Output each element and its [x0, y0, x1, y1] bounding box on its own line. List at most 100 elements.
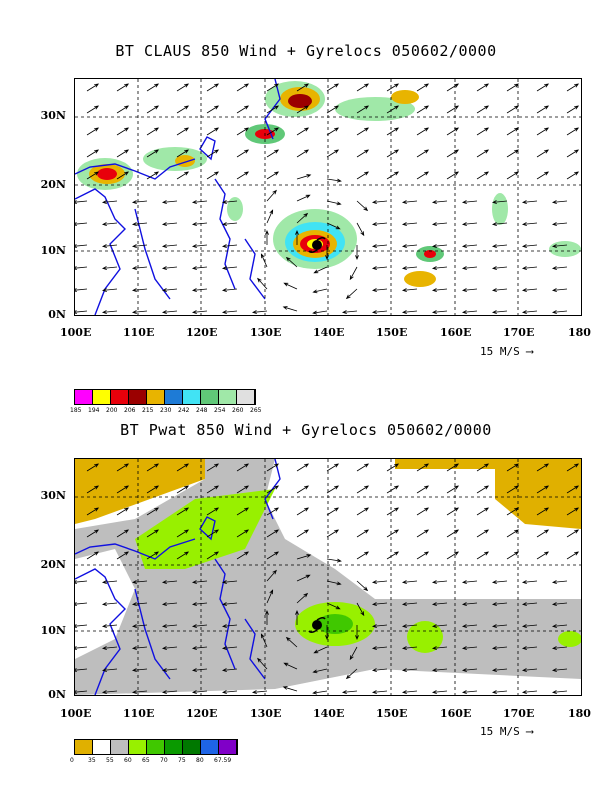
colorbar-label: 35: [88, 757, 96, 764]
wind-arrow: [551, 310, 568, 314]
wind-arrow: [461, 690, 478, 694]
lon-label-130e: 130E: [250, 326, 282, 339]
wind-arrow: [86, 485, 100, 494]
lat-lon-grid: [75, 79, 581, 315]
lon-label-100e: 100E: [60, 707, 92, 720]
wind-arrow: [386, 149, 400, 158]
wind-arrow: [401, 244, 418, 248]
wind-arrow: [356, 551, 370, 560]
wind-arrow: [371, 222, 388, 226]
wind-arrow: [461, 288, 478, 292]
lon-label-120e: 120E: [186, 326, 218, 339]
wind-arrow: [431, 288, 448, 292]
wind-arrow: [326, 602, 341, 610]
wind-arrow: [386, 485, 400, 494]
colorbar-swatch: [129, 740, 147, 754]
wind-arrow: [326, 127, 340, 136]
wind-arrow: [536, 171, 550, 180]
wind-arrow: [266, 589, 274, 604]
wind-arrow: [206, 105, 220, 114]
wind-arrow: [101, 624, 118, 628]
wind-arrow: [75, 200, 88, 204]
wind-arrow: [345, 288, 358, 300]
wind-arrow: [313, 646, 328, 654]
wind-arrow: [506, 149, 520, 158]
wind-arrow: [86, 529, 100, 538]
wind-arrow: [431, 266, 448, 270]
wind-arrow: [265, 609, 269, 625]
wind-arrow: [191, 200, 208, 204]
wind-arrow: [506, 529, 520, 538]
bottom-panel-title: BT Pwat 850 Wind + Gyrelocs 050602/0000: [120, 421, 492, 439]
colorbar-label: 70: [160, 757, 168, 764]
wind-arrow: [295, 229, 299, 245]
wind-arrow: [461, 580, 478, 584]
wind-arrow: [131, 288, 148, 292]
wind-arrow: [476, 551, 490, 560]
wind-arrow: [536, 83, 550, 92]
wind-arrow: [131, 310, 148, 314]
wind-arrow: [146, 171, 160, 180]
bottom-colorbar: [74, 739, 238, 755]
wind-arrow: [491, 690, 508, 694]
wind-arrow: [431, 244, 448, 248]
wind-arrow: [416, 105, 430, 114]
reference-vector-label: 15 M/S ⟶: [480, 345, 533, 358]
wind-arrow: [401, 266, 418, 270]
wind-arrow: [266, 105, 280, 114]
wind-arrow: [266, 463, 280, 472]
wind-arrow: [551, 244, 568, 248]
wind-arrow: [431, 310, 448, 314]
wind-arrow: [161, 690, 178, 694]
wind-arrow: [446, 529, 460, 538]
wind-arrow: [386, 529, 400, 538]
wind-arrow: [491, 266, 508, 270]
wind-arrow: [221, 624, 238, 628]
wind-arrow: [206, 507, 220, 516]
wind-arrow: [161, 646, 178, 650]
wind-arrow: [75, 668, 88, 672]
wind-arrow: [313, 266, 328, 274]
wind-arrow: [312, 310, 328, 315]
wind-arrow: [386, 83, 400, 92]
lat-label-20n: 20N: [40, 558, 66, 571]
wind-arrow: [476, 171, 490, 180]
lon-label-160e: 160E: [440, 707, 472, 720]
wind-arrow: [566, 83, 580, 92]
bottom-map-canvas: [75, 459, 581, 695]
wind-arrow: [476, 149, 490, 158]
wind-arrow: [236, 485, 250, 494]
wind-arrow: [146, 485, 160, 494]
wind-arrow: [296, 463, 310, 472]
wind-arrow: [491, 668, 508, 672]
wind-arrow: [236, 463, 250, 472]
wind-arrow: [521, 310, 538, 314]
wind-arrow: [446, 507, 460, 516]
wind-arrow: [416, 551, 430, 560]
wind-arrow: [146, 105, 160, 114]
wind-arrow: [75, 266, 88, 270]
wind-arrow: [386, 127, 400, 136]
wind-arrow: [521, 580, 538, 584]
wind-arrow: [461, 310, 478, 314]
wind-arrow: [521, 244, 538, 248]
wind-arrow: [221, 602, 238, 606]
wind-arrow: [386, 105, 400, 114]
colorbar-label: 67.59: [214, 757, 232, 764]
wind-arrow: [461, 266, 478, 270]
wind-arrow: [491, 200, 508, 204]
colorbar-label: 75: [178, 757, 186, 764]
wind-arrow: [266, 485, 280, 494]
wind-arrow: [371, 244, 388, 248]
wind-arrow: [416, 149, 430, 158]
wind-arrow: [86, 127, 100, 136]
wind-arrow: [401, 288, 418, 292]
colorbar-swatch: [237, 390, 255, 404]
lon-label-130e: 130E: [250, 707, 282, 720]
wind-arrow: [296, 83, 310, 92]
wind-arrow: [506, 485, 520, 494]
wind-arrow: [236, 507, 250, 516]
wind-arrow: [131, 222, 148, 226]
wind-arrow: [431, 624, 448, 628]
wind-arrow: [566, 127, 580, 136]
